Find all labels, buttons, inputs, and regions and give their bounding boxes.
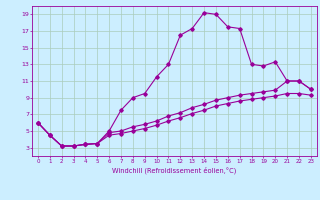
X-axis label: Windchill (Refroidissement éolien,°C): Windchill (Refroidissement éolien,°C) — [112, 167, 236, 174]
